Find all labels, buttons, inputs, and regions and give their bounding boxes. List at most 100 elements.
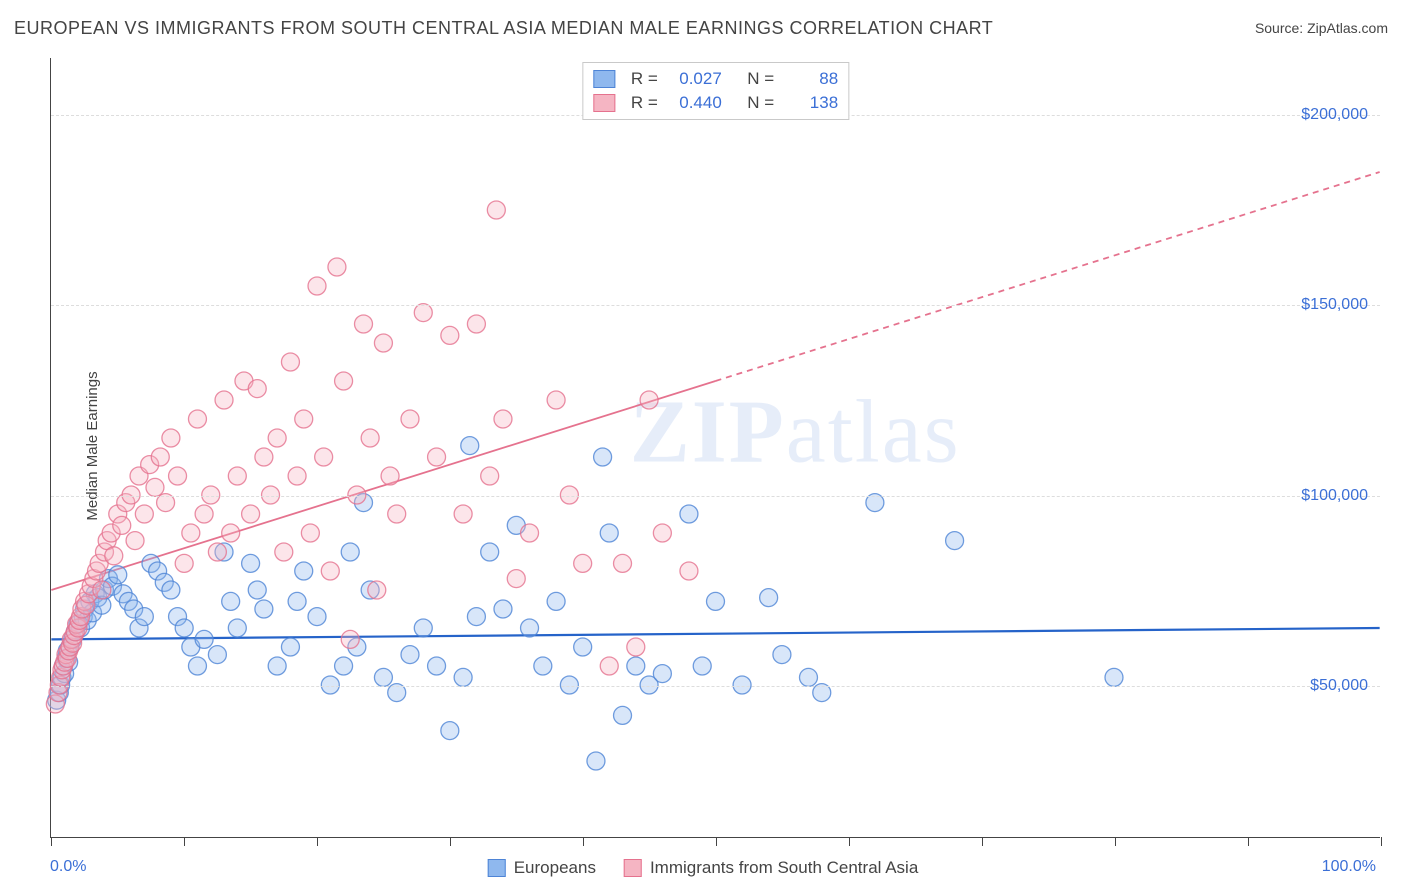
scatter-point: [381, 467, 399, 485]
source-label: Source:: [1255, 20, 1303, 36]
scatter-point: [653, 524, 671, 542]
scatter-point: [487, 201, 505, 219]
scatter-point: [162, 429, 180, 447]
r-value: 0.440: [668, 93, 722, 113]
scatter-point: [295, 410, 313, 428]
scatter-point: [208, 646, 226, 664]
chart-title: EUROPEAN VS IMMIGRANTS FROM SOUTH CENTRA…: [14, 18, 993, 39]
scatter-point: [301, 524, 319, 542]
scatter-point: [135, 505, 153, 523]
scatter-point: [151, 448, 169, 466]
y-tick-label: $150,000: [1301, 296, 1368, 314]
scatter-point: [195, 505, 213, 523]
scatter-point: [441, 326, 459, 344]
scatter-point: [195, 630, 213, 648]
n-value: 138: [784, 93, 838, 113]
grid-line: [51, 496, 1380, 497]
scatter-point: [281, 353, 299, 371]
scatter-point: [248, 581, 266, 599]
stats-legend-row: R = 0.440 N = 138: [593, 91, 838, 115]
scatter-point: [547, 592, 565, 610]
n-value: 88: [784, 69, 838, 89]
swatch-sca-icon: [593, 94, 615, 112]
scatter-point: [328, 258, 346, 276]
scatter-point: [653, 665, 671, 683]
scatter-points-layer: [51, 58, 1380, 837]
scatter-point: [281, 638, 299, 656]
stats-legend: R = 0.027 N = 88 R = 0.440 N = 138: [582, 62, 849, 120]
scatter-point: [255, 448, 273, 466]
r-label: R =: [631, 69, 658, 89]
x-tick: [1381, 837, 1382, 846]
swatch-sca-icon: [624, 859, 642, 877]
scatter-point: [215, 391, 233, 409]
scatter-point: [547, 391, 565, 409]
scatter-point: [93, 581, 111, 599]
x-tick: [317, 837, 318, 846]
scatter-point: [275, 543, 293, 561]
legend-label: Europeans: [514, 858, 596, 878]
scatter-point: [441, 722, 459, 740]
scatter-point: [594, 448, 612, 466]
scatter-point: [126, 532, 144, 550]
x-axis-max-label: 100.0%: [1322, 858, 1376, 876]
scatter-point: [534, 657, 552, 675]
swatch-europeans-icon: [488, 859, 506, 877]
scatter-point: [341, 543, 359, 561]
scatter-point: [242, 554, 260, 572]
scatter-point: [388, 505, 406, 523]
scatter-point: [481, 543, 499, 561]
n-label: N =: [738, 93, 774, 113]
scatter-point: [182, 524, 200, 542]
scatter-point: [454, 505, 472, 523]
scatter-point: [574, 638, 592, 656]
stats-legend-row: R = 0.027 N = 88: [593, 67, 838, 91]
grid-line: [51, 686, 1380, 687]
scatter-point: [361, 429, 379, 447]
swatch-europeans-icon: [593, 70, 615, 88]
scatter-point: [222, 592, 240, 610]
scatter-point: [773, 646, 791, 664]
scatter-point: [494, 600, 512, 618]
legend-item-europeans: Europeans: [488, 858, 596, 878]
scatter-point: [175, 554, 193, 572]
scatter-point: [627, 638, 645, 656]
scatter-point: [600, 657, 618, 675]
scatter-point: [587, 752, 605, 770]
scatter-point: [640, 391, 658, 409]
scatter-point: [248, 380, 266, 398]
scatter-point: [228, 619, 246, 637]
scatter-point: [428, 448, 446, 466]
scatter-point: [494, 410, 512, 428]
source-attribution: Source: ZipAtlas.com: [1255, 20, 1388, 36]
x-tick: [583, 837, 584, 846]
scatter-point: [109, 566, 127, 584]
scatter-point: [288, 592, 306, 610]
scatter-point: [355, 315, 373, 333]
x-tick: [1248, 837, 1249, 846]
scatter-point: [113, 516, 131, 534]
x-tick: [716, 837, 717, 846]
r-value: 0.027: [668, 69, 722, 89]
plot-area: R = 0.027 N = 88 R = 0.440 N = 138 ZIPat…: [50, 58, 1380, 838]
scatter-point: [188, 410, 206, 428]
scatter-point: [335, 657, 353, 675]
series-legend: Europeans Immigrants from South Central …: [488, 858, 919, 878]
scatter-point: [295, 562, 313, 580]
scatter-point: [521, 524, 539, 542]
scatter-point: [175, 619, 193, 637]
scatter-point: [374, 668, 392, 686]
scatter-point: [368, 581, 386, 599]
scatter-point: [308, 277, 326, 295]
scatter-point: [521, 619, 539, 637]
scatter-point: [268, 429, 286, 447]
scatter-point: [481, 467, 499, 485]
scatter-point: [222, 524, 240, 542]
legend-label: Immigrants from South Central Asia: [650, 858, 918, 878]
scatter-point: [321, 562, 339, 580]
x-tick: [450, 837, 451, 846]
scatter-point: [268, 657, 286, 675]
scatter-point: [162, 581, 180, 599]
scatter-point: [105, 547, 123, 565]
x-tick: [849, 837, 850, 846]
